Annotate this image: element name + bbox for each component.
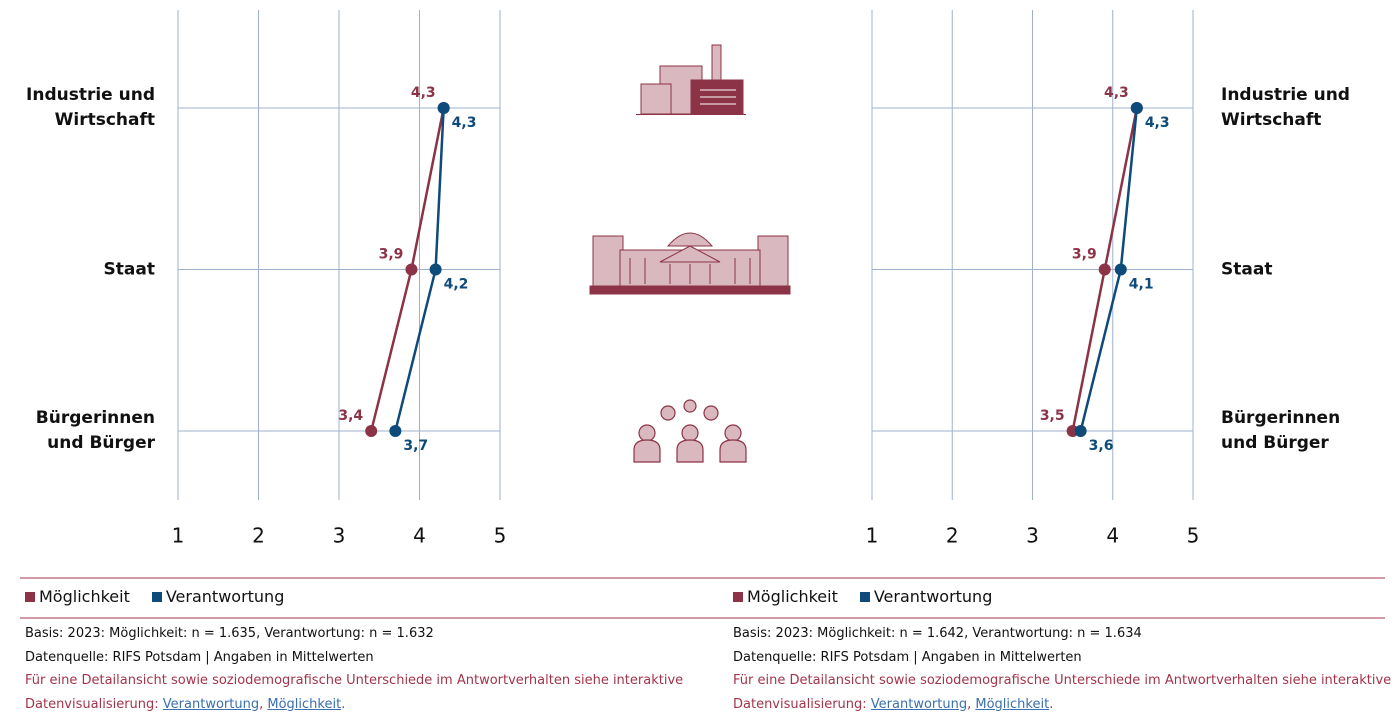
category-label: Bürgerinnen und Bürger: [1221, 408, 1341, 453]
data-point: [1098, 263, 1111, 276]
x-tick-label: 3: [1026, 524, 1039, 548]
link[interactable]: Möglichkeit: [267, 696, 342, 712]
basis-text: Basis: 2023: Möglichkeit: n = 1.642, Ver…: [733, 626, 1142, 641]
legend-swatch: [25, 592, 35, 602]
data-label: 3,7: [403, 438, 428, 454]
data-label: 4,3: [411, 85, 436, 101]
legend-swatch: [859, 592, 870, 602]
x-tick-label: 2: [252, 524, 265, 548]
source-text: Datenquelle: RIFS Potsdam | Angaben in M…: [25, 649, 374, 665]
data-label: 3,9: [1072, 247, 1097, 263]
legend-swatch: [733, 592, 743, 602]
x-tick-label: 5: [1187, 524, 1200, 548]
x-tick-label: 3: [333, 524, 346, 548]
legend-item: Verantwortung: [151, 587, 285, 606]
data-label: 4,3: [1145, 115, 1170, 131]
data-point: [429, 263, 442, 276]
link-punct: ,: [967, 696, 972, 712]
data-label: 3,6: [1089, 438, 1114, 454]
link[interactable]: Verantwortung: [870, 696, 968, 712]
legend-item: Möglichkeit: [25, 587, 130, 606]
footnote: Basis: 2023: Möglichkeit: n = 1.635, Ver…: [25, 622, 685, 712]
data-label: 4,3: [452, 115, 477, 131]
building-icon: [589, 232, 791, 295]
legend-swatch: [151, 592, 162, 602]
data-label: 4,2: [444, 277, 469, 293]
basis-text: Basis: 2023: Möglichkeit: n = 1.635, Ver…: [25, 626, 434, 641]
data-point: [405, 263, 418, 276]
legend-label: Möglichkeit: [39, 587, 130, 606]
note-text: Für eine Detailansicht sowie soziodemogr…: [25, 669, 685, 712]
footnote: Basis: 2023: Möglichkeit: n = 1.642, Ver…: [733, 622, 1393, 712]
x-tick-label: 2: [946, 524, 959, 548]
link-punct: .: [341, 696, 346, 712]
category-label: Industrie und Wirtschaft: [26, 85, 155, 130]
source-text: Datenquelle: RIFS Potsdam | Angaben in M…: [733, 649, 1082, 665]
data-label: 3,9: [379, 247, 404, 263]
factory-icon: [636, 44, 746, 115]
data-label: 4,3: [1104, 85, 1129, 101]
x-tick-label: 1: [866, 524, 879, 548]
x-tick-label: 5: [494, 524, 507, 548]
data-point: [1074, 425, 1087, 437]
category-label: Bürgerinnen und Bürger: [35, 408, 155, 453]
category-label: Staat: [1221, 259, 1273, 279]
x-tick-label: 4: [413, 524, 426, 548]
category-label: Industrie und Wirtschaft: [1221, 85, 1350, 130]
link-punct: .: [1049, 696, 1054, 712]
legend-label: Möglichkeit: [747, 587, 838, 606]
legend-item: Möglichkeit: [733, 587, 838, 606]
data-point: [389, 425, 402, 437]
legend-label: Verantwortung: [165, 587, 285, 606]
x-tick-label: 4: [1106, 524, 1119, 548]
data-point: [1130, 102, 1143, 114]
legend-label: Verantwortung: [873, 587, 993, 606]
link[interactable]: Verantwortung: [162, 696, 260, 712]
link[interactable]: Möglichkeit: [975, 696, 1050, 712]
data-label: 3,4: [338, 408, 363, 424]
data-label: 3,5: [1040, 408, 1065, 424]
legend: Möglichkeit Verantwortung: [25, 587, 284, 606]
legend: Möglichkeit Verantwortung: [733, 587, 992, 606]
data-label: 4,1: [1129, 277, 1154, 293]
x-tick-label: 1: [172, 524, 185, 548]
people-icon: [633, 399, 747, 463]
note-body: Für eine Detailansicht sowie soziodemogr…: [25, 673, 684, 712]
data-point: [1114, 263, 1127, 276]
data-point: [365, 425, 378, 437]
note-body: Für eine Detailansicht sowie soziodemogr…: [733, 673, 1392, 712]
category-label: Staat: [103, 259, 155, 279]
note-text: Für eine Detailansicht sowie soziodemogr…: [733, 669, 1393, 712]
link-punct: ,: [259, 696, 264, 712]
legend-item: Verantwortung: [859, 587, 993, 606]
data-point: [437, 102, 450, 114]
